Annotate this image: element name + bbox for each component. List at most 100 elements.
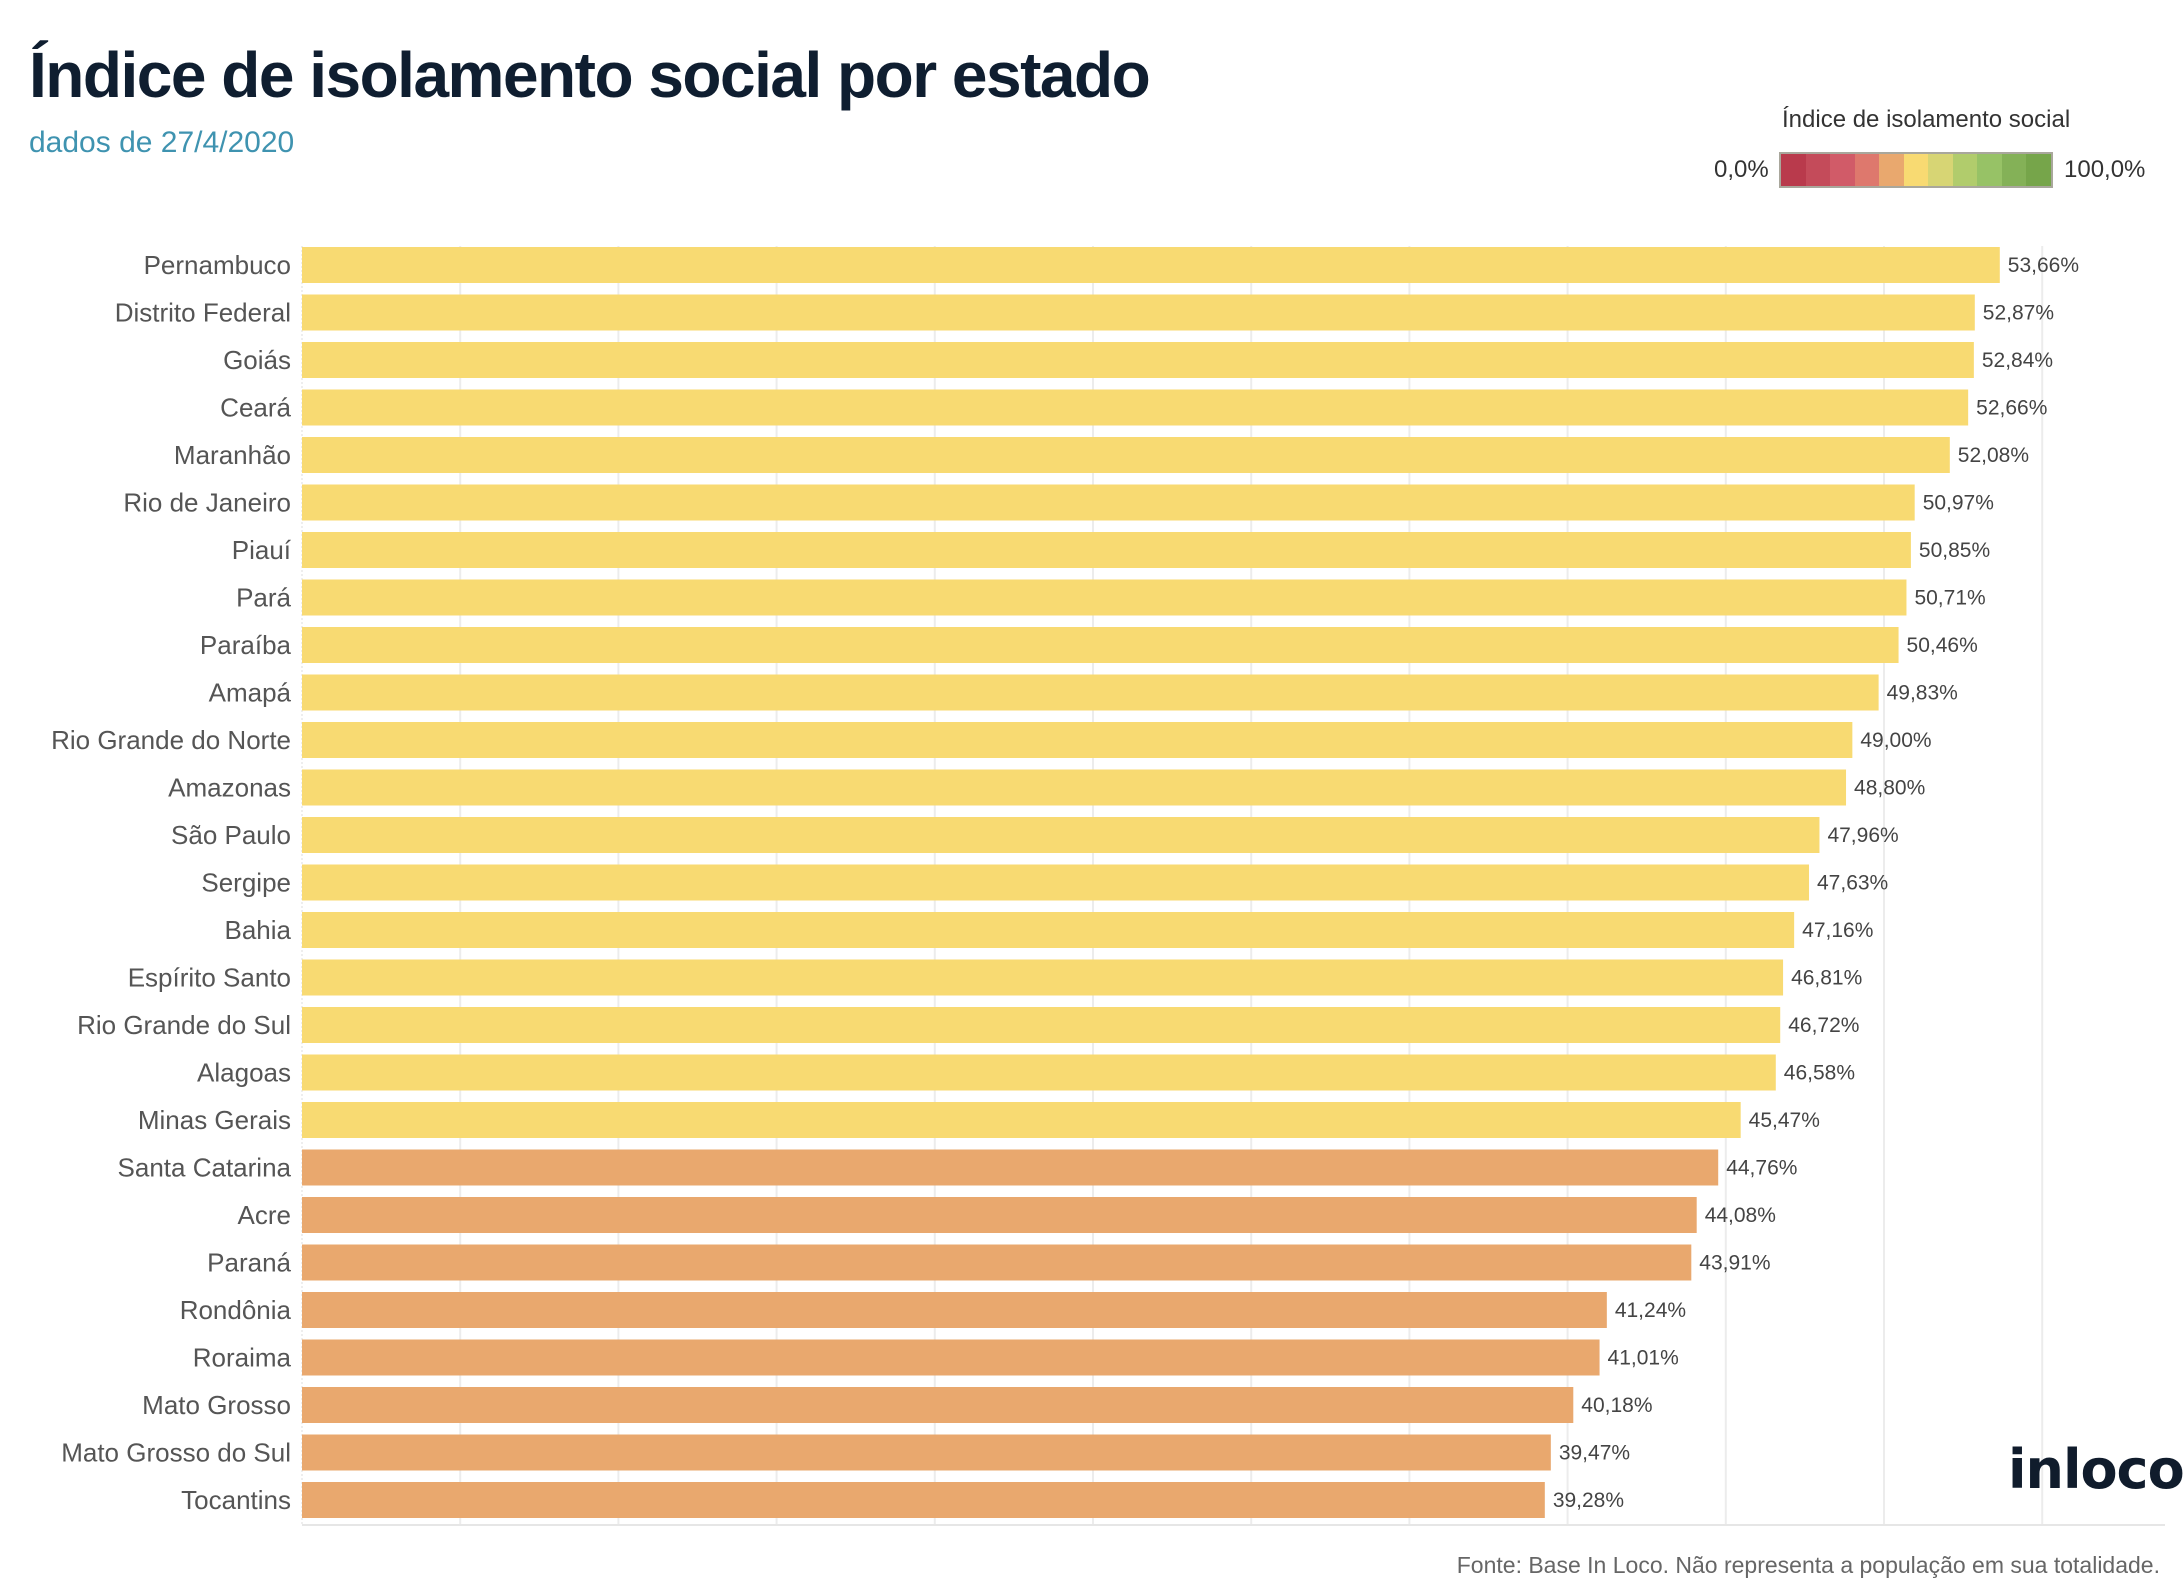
data-label: 47,16% [1802,919,1873,942]
category-label: Acre [238,1200,291,1230]
bar [302,342,1974,378]
bar [302,294,1975,331]
legend-swatch [2026,154,2052,186]
bar [302,627,1899,663]
data-label: 53,66% [2008,254,2079,277]
data-label: 41,24% [1615,1299,1686,1322]
bar [302,674,1879,711]
bar [302,437,1950,473]
data-label: 50,85% [1919,539,1990,562]
legend-swatch [1805,154,1831,186]
data-label: 46,81% [1791,967,1862,990]
bar [302,532,1911,568]
category-label: Tocantins [181,1485,291,1515]
bar [302,484,1915,521]
data-label: 44,76% [1726,1157,1797,1180]
legend-swatch [1781,154,1806,186]
legend-swatch [2001,154,2027,186]
category-label: Goiás [223,345,291,375]
bar [302,1434,1551,1471]
category-label: Pará [236,583,291,613]
data-label: 50,71% [1914,587,1985,610]
bar [302,247,2000,283]
bar [302,1149,1719,1186]
data-label: 44,08% [1705,1204,1776,1227]
data-label: 45,47% [1749,1109,1820,1132]
data-label: 49,00% [1860,729,1931,752]
bar [302,817,1820,853]
category-label: Amapá [209,678,292,708]
legend-min-label: 0,0% [1714,156,1769,183]
category-label: Mato Grosso do Sul [61,1438,291,1468]
category-label: Santa Catarina [118,1153,292,1183]
data-label: 52,08% [1958,444,2029,467]
category-label: Rio de Janeiro [123,488,291,518]
bar [302,1482,1545,1518]
category-label: Maranhão [174,440,291,470]
category-label: Ceará [220,393,291,423]
chart-subtitle: dados de 27/4/2020 [29,126,295,159]
category-label: Minas Gerais [138,1105,291,1135]
data-label: 50,46% [1907,634,1978,657]
bar [302,1197,1697,1233]
legend-swatch [1977,154,2002,186]
category-label: Roraima [193,1343,292,1373]
bar [302,1007,1781,1043]
category-label: Mato Grosso [142,1390,291,1420]
category-label: Paraíba [200,630,292,660]
data-label: 52,87% [1983,302,2054,325]
category-label: Alagoas [197,1058,291,1088]
bar [302,1244,1692,1281]
bar [302,389,1969,426]
category-label: Piauí [232,535,292,565]
legend-title: Índice de isolamento social [1782,106,2071,133]
data-label: 46,58% [1784,1062,1855,1085]
category-label: Distrito Federal [115,298,291,328]
category-label: Sergipe [201,868,291,898]
bar [302,769,1847,806]
bar [302,579,1907,616]
bar [302,959,1784,996]
data-label: 41,01% [1608,1347,1679,1370]
bar [302,1102,1741,1138]
legend-swatch [1830,154,1855,186]
color-legend [1779,152,2053,188]
legend-swatch [1903,154,1929,186]
data-label: 50,97% [1923,492,1994,515]
bar [302,1292,1607,1328]
data-label: 47,63% [1817,872,1888,895]
legend-swatch [1952,154,1978,186]
data-label: 46,72% [1788,1014,1859,1037]
category-label: Rio Grande do Norte [51,725,291,755]
data-label: 52,66% [1976,397,2047,420]
data-label: 47,96% [1827,824,1898,847]
bar [302,722,1853,758]
category-label: Paraná [207,1248,291,1278]
legend-swatch [1854,154,1880,186]
bar [302,1387,1574,1423]
category-label: Espírito Santo [128,963,291,993]
bar [302,1054,1776,1091]
category-label: São Paulo [171,820,291,850]
bar [302,1339,1600,1376]
legend-swatch [1879,154,1904,186]
category-label: Rio Grande do Sul [77,1010,291,1040]
data-label: 40,18% [1581,1394,1652,1417]
category-label: Pernambuco [144,250,291,280]
inloco-logo: inloco [2008,1438,2184,1501]
data-label: 39,47% [1559,1442,1630,1465]
category-label: Rondônia [180,1295,292,1325]
source-footer: Fonte: Base In Loco. Não representa a po… [1456,1552,2160,1578]
data-label: 49,83% [1887,682,1958,705]
chart-title: Índice de isolamento social por estado [29,39,1151,111]
category-label: Amazonas [168,773,291,803]
data-label: 48,80% [1854,777,1925,800]
data-label: 43,91% [1699,1252,1770,1275]
data-label: 39,28% [1553,1489,1624,1512]
legend-max-label: 100,0% [2064,156,2146,183]
bar [302,912,1795,948]
legend-swatch [1928,154,1953,186]
category-label: Bahia [225,915,292,945]
bar [302,864,1810,901]
